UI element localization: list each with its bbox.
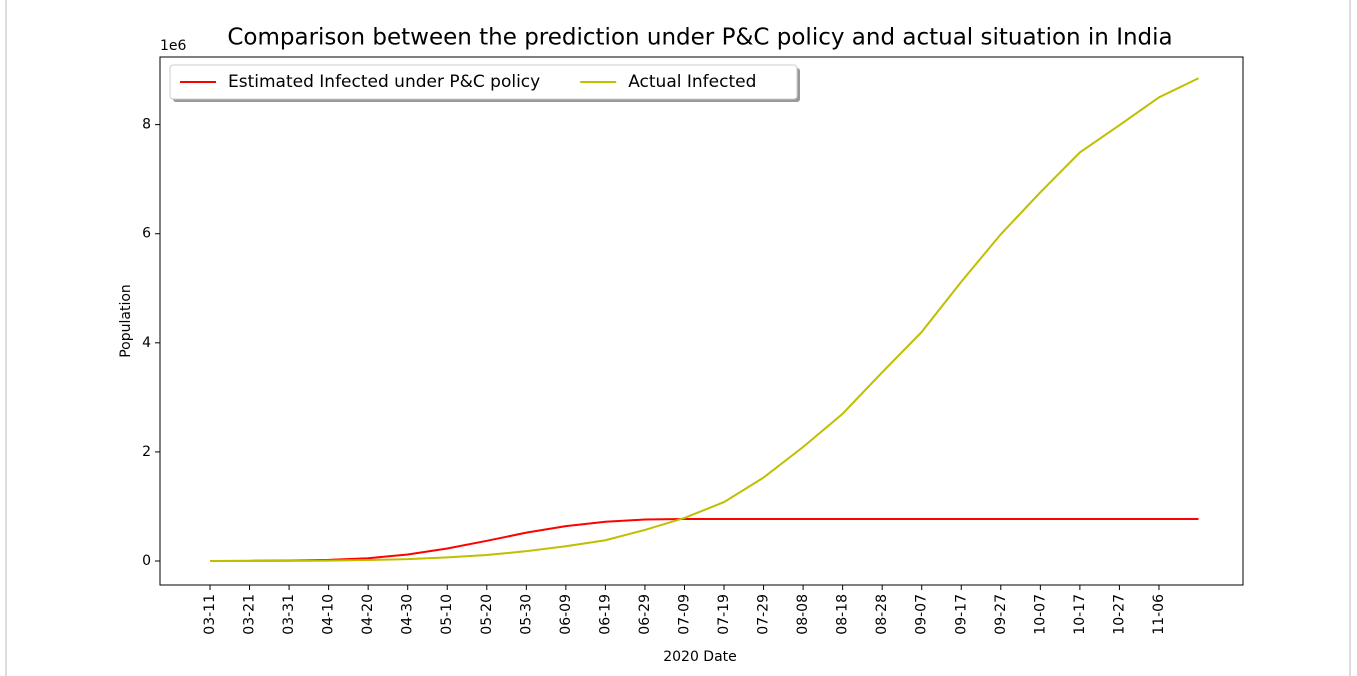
x-tick-label: 09-27 [993,594,1009,635]
legend-label: Actual Infected [628,72,756,92]
plot-area [159,56,1244,586]
y-tick-label: 8 [142,117,151,133]
x-tick-label: 03-11 [202,594,218,635]
y-tick-label: 6 [142,226,151,242]
x-tick-label: 08-08 [795,594,811,635]
x-tick-label: 10-07 [1032,594,1048,635]
x-tick-label: 10-27 [1111,594,1127,635]
legend-box [169,64,798,100]
y-tick-label: 0 [142,553,151,569]
series-line [209,518,1199,562]
x-tick-label: 03-21 [242,594,258,635]
y-offset-label: 1e6 [160,38,187,54]
y-tick-label: 2 [142,444,151,460]
x-tick-label: 06-29 [637,594,653,635]
x-tick-label: 08-28 [874,594,890,635]
x-axis-label: 2020 Date [663,649,737,665]
x-tick-label: 07-09 [676,594,692,635]
x-tick-label: 07-29 [756,594,772,635]
x-tick-label: 09-17 [953,594,969,635]
x-tick-label: 06-09 [558,594,574,635]
y-axis-label: Population [118,284,134,358]
x-tick-label: 05-10 [439,594,455,635]
x-tick-label: 05-20 [479,594,495,635]
x-tick-label: 06-19 [597,594,613,635]
x-tick-label: 09-07 [914,594,930,635]
y-tick-label: 4 [142,335,151,351]
x-tick-label: 08-18 [835,594,851,635]
x-tick-label: 11-06 [1151,594,1167,635]
x-tick-label: 03-31 [281,594,297,635]
x-tick-label: 10-17 [1072,594,1088,635]
x-tick-label: 04-20 [360,594,376,635]
x-tick-label: 04-30 [400,594,416,635]
legend-label: Estimated Infected under P&C policy [228,72,540,92]
series-line [210,77,1199,562]
x-tick-label: 05-30 [518,594,534,635]
x-tick-label: 04-10 [321,594,337,635]
chart-title: Comparison between the prediction under … [227,25,1172,51]
x-tick-label: 07-19 [716,594,732,635]
